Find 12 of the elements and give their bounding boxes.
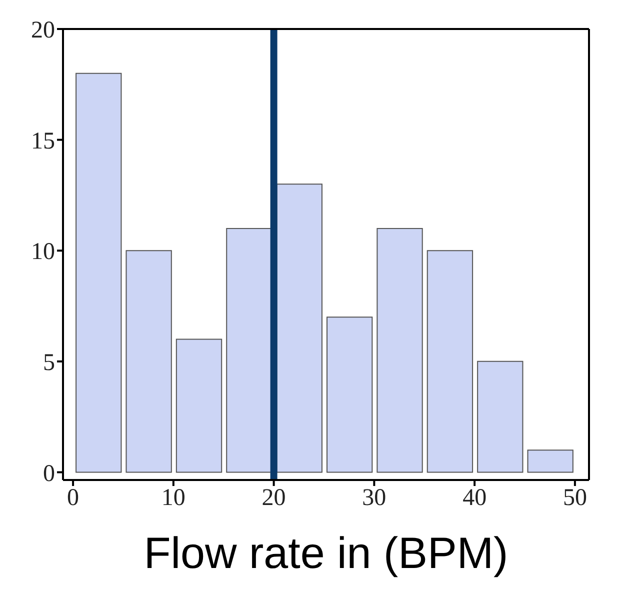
x-tick-label: 20 bbox=[262, 485, 286, 512]
x-axis-title: Flow rate in (BPM) bbox=[144, 529, 508, 578]
x-tick-label: 0 bbox=[67, 485, 80, 512]
x-tick-label: 40 bbox=[462, 485, 487, 512]
x-tick-label: 50 bbox=[562, 485, 587, 512]
x-tick-label: 30 bbox=[362, 485, 386, 512]
x-tick-label: 10 bbox=[161, 485, 186, 512]
y-tick-label: 5 bbox=[43, 350, 55, 376]
y-tick-label: 10 bbox=[31, 239, 55, 266]
y-tick-label: 0 bbox=[43, 460, 55, 487]
y-tick-label: 20 bbox=[31, 18, 55, 44]
y-tick-label: 15 bbox=[31, 128, 55, 154]
